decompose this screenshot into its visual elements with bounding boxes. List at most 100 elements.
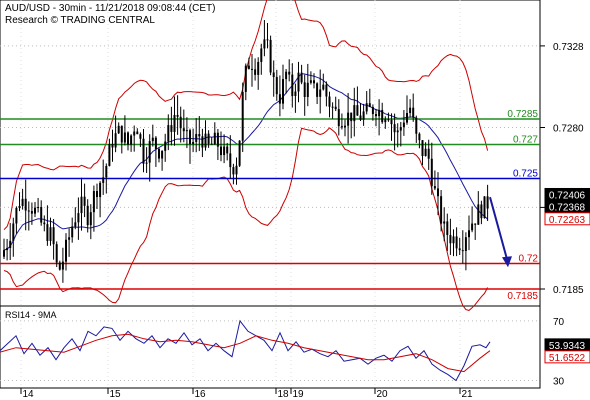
candle-body [378, 109, 381, 117]
candle-body [282, 79, 284, 104]
candle-body [340, 126, 343, 128]
candle-body [275, 77, 278, 95]
level-lines: 0.7285 0.727 0.725 0.72 0.7185 [0, 109, 540, 302]
candle-body [306, 82, 309, 98]
candle-body [68, 237, 71, 240]
candle-body [232, 167, 235, 175]
price-tick-label: 0.7185 [553, 285, 584, 296]
price-tag-label: 0.72368 [549, 202, 586, 213]
candle-body [176, 114, 179, 117]
candle-body [365, 103, 368, 112]
candle-body [139, 134, 142, 139]
bollinger-upper-line [3, 0, 489, 231]
candle-body [477, 204, 480, 225]
candle-body [185, 130, 188, 132]
candle-body [244, 65, 247, 92]
rsi-value-tag-label: 51.6522 [549, 353, 586, 364]
candle-body [179, 116, 182, 129]
candle-body [384, 119, 387, 123]
candle-body [480, 204, 483, 219]
candle-body [260, 48, 263, 62]
candle-body [387, 119, 390, 121]
candle-body [288, 71, 291, 75]
time-axis: 14 15 16 18 19 20 21 [20, 388, 473, 400]
candle-body [344, 125, 346, 128]
candle-body [483, 196, 486, 219]
candle-body [58, 262, 61, 270]
candle-body [34, 207, 36, 214]
candle-body [455, 236, 458, 249]
candle-body [40, 207, 43, 223]
candle-body [154, 137, 157, 149]
candle-body [3, 250, 5, 257]
pivot-level-label: 0.725 [513, 169, 538, 180]
candle-body [89, 212, 92, 226]
candle-body [213, 132, 216, 145]
candle-body [114, 133, 117, 148]
candle-body [229, 153, 232, 168]
candle-body [207, 133, 210, 144]
candle-body [406, 113, 408, 123]
candle-body [461, 250, 464, 252]
support-level-label: 0.72 [519, 254, 539, 265]
moving-average [3, 73, 488, 251]
candle-body [148, 141, 151, 163]
candle-body [130, 135, 133, 145]
rsi-value-tag-box [544, 350, 590, 364]
candle-body [393, 124, 396, 133]
candle-body [396, 130, 399, 133]
candle-body [257, 61, 260, 75]
candle-body [127, 132, 129, 145]
candle-body [297, 72, 300, 92]
candle-body [412, 107, 415, 118]
rsi-value-tag-label: 53.9343 [549, 341, 586, 352]
candle-body [235, 165, 238, 175]
candle-body [210, 143, 213, 145]
candle-body [316, 83, 319, 97]
candle-body [151, 137, 154, 142]
candle-body [120, 125, 123, 143]
candle-body [433, 186, 436, 189]
candle-body [12, 223, 15, 241]
candle-body [449, 234, 452, 244]
candle-body [74, 222, 77, 227]
candle-body [464, 237, 467, 251]
candle-body [71, 226, 74, 238]
chart-header-title: AUD/USD - 30min - 11/21/2018 09:08:44 (C… [5, 3, 215, 14]
candle-body [201, 136, 204, 148]
candle-body [241, 91, 244, 141]
time-tick-label: 16 [194, 389, 206, 400]
candle-body [424, 148, 427, 156]
candle-body [80, 196, 83, 214]
candle-body [30, 211, 33, 214]
candle-body [220, 146, 222, 156]
candle-body [117, 125, 120, 134]
candle-body [161, 150, 164, 159]
candle-body [223, 146, 226, 156]
candle-body [21, 198, 24, 207]
candle-body [204, 133, 207, 148]
candle-body [15, 207, 18, 224]
candle-body [319, 89, 322, 97]
forecast-arrow-shaft [489, 196, 508, 260]
candle-body [359, 115, 362, 120]
time-tick-label: 18 [277, 389, 289, 400]
candle-body [486, 196, 489, 209]
time-tick-label: 14 [22, 389, 34, 400]
candle-body [375, 114, 377, 117]
candle-body [437, 188, 439, 197]
rsi-tick-label: 70 [553, 317, 565, 328]
candle-body [471, 223, 474, 231]
rsi14-line [0, 319, 491, 382]
chart-header-credit: Research © TRADING CENTRAL [5, 15, 155, 26]
candle-body [189, 130, 191, 145]
candle-body [173, 114, 176, 132]
candle-body [266, 39, 269, 41]
candle-body [83, 196, 86, 206]
candle-body [24, 198, 27, 211]
candle-body [43, 222, 46, 225]
support-level-label: 0.7185 [507, 291, 538, 302]
candle-body [368, 103, 371, 107]
candle-body [313, 80, 315, 84]
